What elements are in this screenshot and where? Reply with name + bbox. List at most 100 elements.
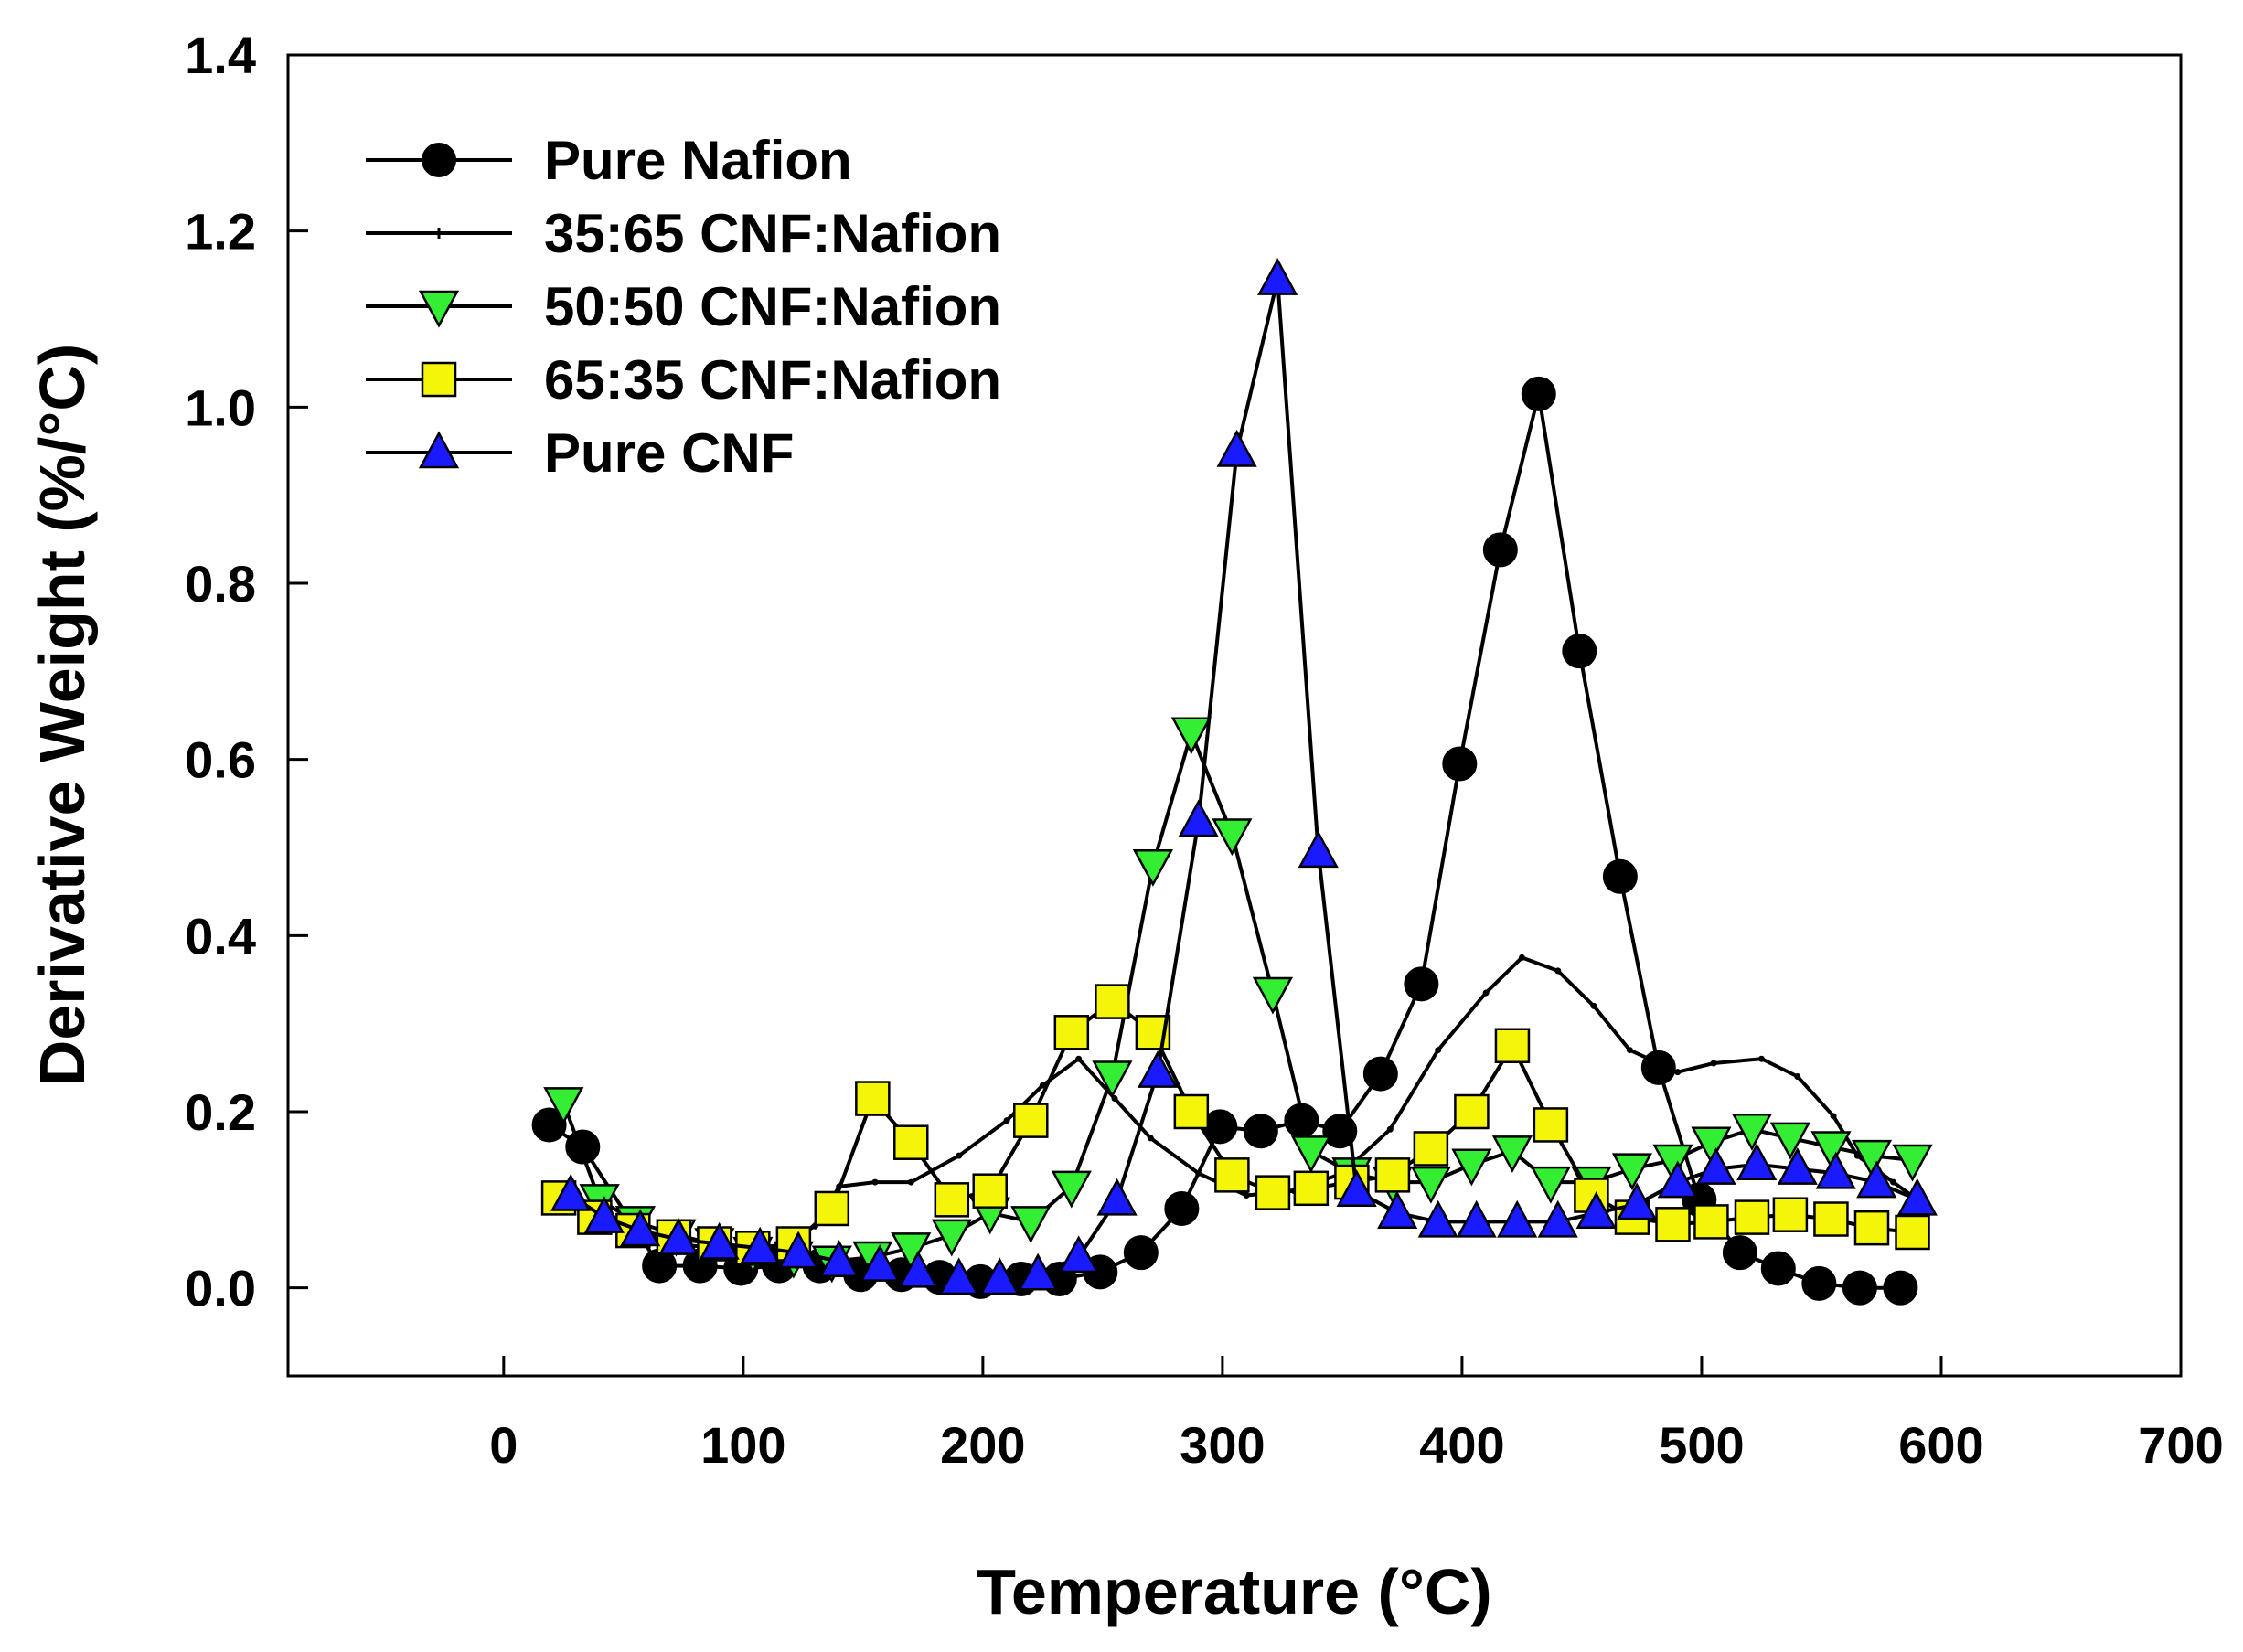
x-axis-ticks: 0 100 200 300 400 500 600 700	[489, 1356, 2224, 1474]
y-tick-label: 0.6	[185, 731, 256, 789]
data-point	[814, 1190, 850, 1227]
data-point	[934, 1182, 970, 1218]
data-point	[1794, 1072, 1801, 1080]
plot-frame	[286, 53, 2183, 1378]
x-tick-label: 200	[940, 1416, 1025, 1474]
data-point	[1410, 1166, 1451, 1204]
y-tick-label: 1.2	[185, 203, 256, 261]
data-point	[1454, 1093, 1490, 1130]
data-point	[956, 1152, 963, 1159]
data-point	[1895, 1214, 1930, 1251]
data-point	[1537, 1199, 1578, 1238]
data-point	[1655, 1207, 1691, 1242]
x-tick-label: 100	[700, 1416, 785, 1474]
legend-marker	[422, 143, 456, 177]
data-point	[1760, 1251, 1796, 1286]
data-point	[1482, 989, 1490, 997]
legend-entry: Pure Nafion	[366, 130, 852, 191]
data-point	[1243, 1114, 1278, 1149]
data-point	[931, 1219, 972, 1257]
data-point	[565, 1129, 601, 1165]
data-point	[1003, 1117, 1010, 1124]
data-point	[1896, 1178, 1938, 1216]
data-point	[778, 1231, 819, 1269]
data-point	[1147, 1135, 1154, 1142]
data-point	[620, 1209, 661, 1247]
legend-entry: Pure CNF	[366, 422, 794, 484]
data-point	[1695, 1146, 1736, 1185]
data-point	[658, 1218, 700, 1255]
data-point	[1617, 1182, 1658, 1220]
data-point	[1257, 258, 1298, 295]
data-point	[1058, 1235, 1099, 1274]
data-point	[1435, 1047, 1442, 1054]
legend-label: 35:65 CNF:Nafion	[544, 203, 1001, 264]
data-point	[1178, 799, 1219, 837]
data-point	[1051, 1170, 1092, 1209]
data-point	[1243, 1192, 1250, 1199]
data-point	[1657, 1160, 1698, 1199]
data-point	[1362, 1056, 1398, 1092]
data-point	[1722, 1235, 1757, 1271]
data-point	[1170, 717, 1212, 755]
data-point	[1075, 1055, 1083, 1062]
data-point	[1336, 1169, 1377, 1207]
data-point	[1710, 1060, 1717, 1067]
data-point	[907, 1178, 914, 1186]
data-point	[699, 1221, 740, 1260]
data-point	[1442, 746, 1478, 782]
data-point	[938, 1257, 979, 1295]
data-point	[1164, 1190, 1200, 1226]
data-point	[1734, 1199, 1770, 1235]
data-point	[871, 1178, 879, 1186]
data-point	[1815, 1151, 1856, 1189]
x-tick-label: 600	[1898, 1416, 1983, 1474]
data-point	[1293, 1170, 1330, 1207]
data-point	[1554, 967, 1562, 975]
data-point	[1255, 1175, 1291, 1210]
data-point	[1533, 1107, 1569, 1143]
y-axis-ticks: 0.0 0.2 0.4 0.6 0.8 1.0 1.2 1.4	[185, 27, 308, 1317]
data-point	[1830, 1113, 1837, 1120]
data-point	[1173, 1093, 1210, 1130]
legend-marker	[418, 431, 460, 469]
x-tick-label: 700	[2138, 1416, 2223, 1474]
data-point	[1674, 1069, 1682, 1076]
data-point	[1851, 1139, 1893, 1178]
data-point	[1053, 1015, 1090, 1050]
data-point	[1386, 1125, 1394, 1133]
data-point	[1252, 976, 1294, 1015]
data-point	[1018, 1252, 1059, 1291]
data-point	[740, 1226, 781, 1264]
data-point	[1132, 849, 1174, 887]
data-point	[1883, 1270, 1918, 1306]
x-tick-label: 0	[489, 1416, 518, 1474]
y-tick-label: 1.4	[185, 27, 256, 84]
data-point	[1890, 1178, 1897, 1186]
series-4	[550, 258, 1938, 1295]
y-tick-label: 0.4	[185, 907, 256, 965]
data-point	[1813, 1201, 1849, 1237]
legend-label: Pure Nafion	[544, 130, 852, 191]
data-point	[1521, 376, 1556, 411]
legend: Pure Nafion 35:65 CNF:Nafion 50:50 CNF:Naf…	[366, 130, 1001, 484]
data-point	[1377, 1191, 1418, 1230]
y-axis-label: Derivative Weight (%/°C)	[27, 344, 98, 1086]
data-point	[893, 1124, 929, 1160]
data-point	[1413, 1131, 1449, 1167]
legend-marker	[418, 290, 460, 328]
data-point	[1451, 1148, 1492, 1187]
y-tick-label: 1.0	[185, 378, 256, 436]
data-point	[1216, 429, 1257, 467]
legend-entry: 50:50 CNF:Nafion	[366, 276, 1001, 337]
data-point	[1731, 1114, 1773, 1151]
data-point	[1195, 1169, 1202, 1177]
data-point	[1757, 1055, 1765, 1062]
x-tick-label: 300	[1180, 1416, 1265, 1474]
data-point	[1691, 1126, 1732, 1165]
data-point	[1892, 1144, 1933, 1182]
data-point	[1096, 1178, 1138, 1216]
x-tick-label: 400	[1419, 1416, 1504, 1474]
